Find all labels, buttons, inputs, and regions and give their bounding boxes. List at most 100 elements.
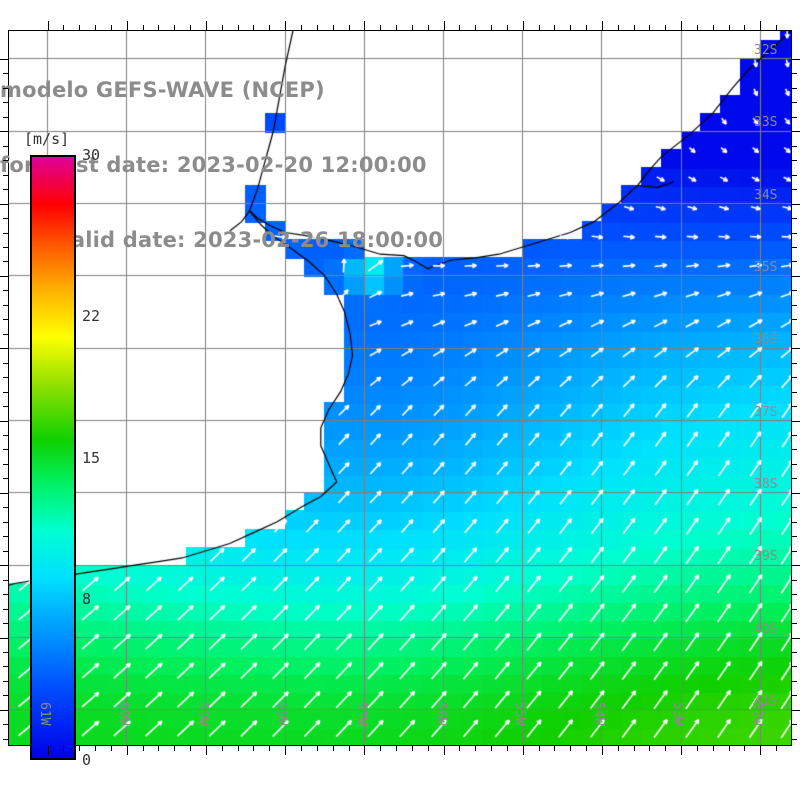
axis-tick bbox=[95, 746, 96, 751]
axis-tick bbox=[681, 746, 682, 755]
axis-tick bbox=[3, 160, 8, 161]
axis-tick bbox=[79, 25, 80, 30]
axis-tick bbox=[238, 25, 239, 30]
axis-tick bbox=[301, 25, 302, 30]
y-axis-tick-label: 36S bbox=[754, 332, 778, 348]
axis-tick bbox=[3, 739, 8, 740]
axis-tick bbox=[792, 261, 797, 262]
map-plot-area[interactable] bbox=[8, 30, 792, 746]
axis-tick bbox=[792, 724, 797, 725]
axis-tick bbox=[586, 25, 587, 30]
title-model-line: modelo GEFS-WAVE (NCEP) bbox=[0, 78, 325, 102]
axis-tick bbox=[665, 25, 666, 30]
axis-tick bbox=[3, 724, 8, 725]
y-axis-tick-label: 32S bbox=[754, 42, 778, 58]
axis-tick bbox=[792, 464, 797, 465]
axis-tick bbox=[792, 638, 800, 639]
y-axis-tick-label: 35S bbox=[754, 259, 778, 275]
x-axis-tick-label: 57W bbox=[353, 702, 369, 726]
axis-tick bbox=[190, 746, 191, 751]
axis-tick bbox=[3, 363, 8, 364]
x-axis-tick-label: 59W bbox=[194, 702, 210, 726]
axis-tick bbox=[206, 746, 207, 755]
axis-tick bbox=[0, 131, 8, 132]
axis-tick bbox=[634, 25, 635, 30]
axis-tick bbox=[792, 449, 797, 450]
axis-tick bbox=[649, 746, 650, 751]
axis-tick bbox=[539, 25, 540, 30]
axis-tick bbox=[48, 21, 49, 30]
axis-tick bbox=[792, 276, 800, 277]
axis-tick bbox=[3, 478, 8, 479]
axis-tick bbox=[364, 21, 365, 30]
axis-tick bbox=[349, 746, 350, 751]
axis-tick bbox=[792, 710, 800, 711]
axis-tick bbox=[792, 739, 797, 740]
axis-tick bbox=[222, 746, 223, 751]
axis-tick bbox=[792, 551, 797, 552]
axis-tick bbox=[570, 746, 571, 751]
axis-tick bbox=[0, 638, 8, 639]
wind-field-canvas[interactable] bbox=[8, 30, 792, 746]
axis-tick bbox=[285, 746, 286, 755]
axis-tick bbox=[681, 21, 682, 30]
axis-tick bbox=[0, 204, 8, 205]
axis-tick bbox=[729, 746, 730, 751]
axis-tick bbox=[174, 746, 175, 751]
axis-tick bbox=[0, 421, 8, 422]
axis-tick bbox=[0, 565, 8, 566]
axis-tick bbox=[3, 551, 8, 552]
axis-tick bbox=[792, 609, 797, 610]
axis-tick bbox=[253, 746, 254, 751]
axis-tick bbox=[792, 160, 797, 161]
axis-tick bbox=[158, 25, 159, 30]
axis-tick bbox=[317, 25, 318, 30]
axis-tick bbox=[269, 25, 270, 30]
axis-tick bbox=[602, 21, 603, 30]
x-axis-tick-label: 58W bbox=[274, 702, 290, 726]
y-axis-tick-label: 34S bbox=[754, 187, 778, 203]
axis-tick bbox=[792, 377, 797, 378]
axis-tick bbox=[190, 25, 191, 30]
axis-tick bbox=[3, 218, 8, 219]
axis-tick bbox=[48, 746, 49, 755]
axis-tick bbox=[792, 435, 797, 436]
axis-tick bbox=[143, 25, 144, 30]
axis-tick bbox=[792, 478, 797, 479]
axis-tick bbox=[3, 681, 8, 682]
axis-tick bbox=[792, 594, 797, 595]
axis-tick bbox=[792, 233, 797, 234]
axis-tick bbox=[792, 493, 800, 494]
axis-tick bbox=[792, 305, 797, 306]
axis-tick bbox=[444, 746, 445, 755]
axis-tick bbox=[238, 746, 239, 751]
x-axis-tick-label: 55W bbox=[511, 702, 527, 726]
axis-tick bbox=[649, 25, 650, 30]
axis-tick bbox=[792, 131, 800, 132]
axis-tick bbox=[63, 746, 64, 751]
axis-tick bbox=[792, 406, 797, 407]
axis-tick bbox=[444, 21, 445, 30]
colorbar-tick-label: 30 bbox=[82, 146, 101, 164]
axis-tick bbox=[3, 652, 8, 653]
axis-tick bbox=[459, 25, 460, 30]
axis-tick bbox=[3, 522, 8, 523]
axis-tick bbox=[586, 746, 587, 751]
colorbar-tick-label: 0 bbox=[82, 751, 92, 769]
axis-tick bbox=[792, 73, 797, 74]
axis-tick bbox=[776, 746, 777, 751]
axis-tick bbox=[143, 746, 144, 751]
axis-tick bbox=[396, 25, 397, 30]
axis-tick bbox=[3, 73, 8, 74]
axis-tick bbox=[111, 25, 112, 30]
axis-tick bbox=[792, 580, 797, 581]
axis-tick bbox=[3, 695, 8, 696]
axis-tick bbox=[570, 25, 571, 30]
y-axis-tick-label: 40S bbox=[754, 621, 778, 637]
axis-tick bbox=[792, 319, 797, 320]
axis-tick bbox=[253, 25, 254, 30]
axis-tick bbox=[3, 435, 8, 436]
axis-tick bbox=[111, 746, 112, 751]
axis-tick bbox=[697, 25, 698, 30]
y-axis-tick-label: 33S bbox=[754, 115, 778, 131]
